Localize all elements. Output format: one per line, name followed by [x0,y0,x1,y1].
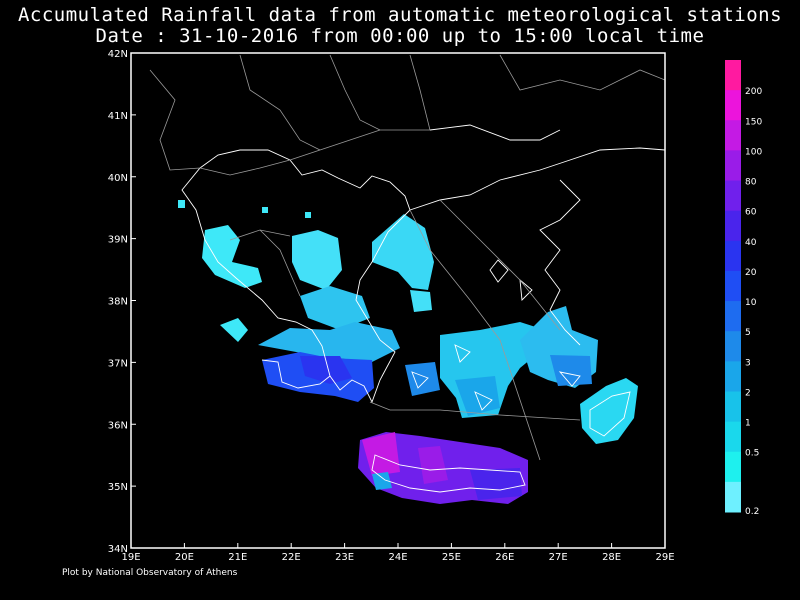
colorbar-swatch [725,210,741,242]
colorbar-swatch [725,180,741,212]
colorbar-label: 5 [745,328,751,338]
lat-tick-label: 41N [108,111,128,122]
lon-tick-label: 26E [495,552,514,563]
colorbar-label: 200 [745,87,762,97]
lon-axis: 19E 20E 21E 22E 23E 24E 25E 26E 27E 28E 29E [121,543,675,563]
lon-tick-label: 27E [549,552,568,563]
colorbar-label: 20 [745,268,757,278]
colorbar-swatch [725,150,741,182]
lat-tick-label: 34N [108,544,128,555]
colorbar-swatch [725,421,741,453]
lon-tick-label: 19E [121,552,140,563]
colorbar-swatch [725,90,741,121]
rain-patch-west-peloponnese [258,322,400,362]
colorbar-swatch [725,361,741,392]
coastlines [181,124,665,493]
colorbar-label: 80 [745,178,757,188]
colorbar-label: 2 [745,388,751,398]
colorbar-label: 60 [745,208,757,218]
map-title-line1: Accumulated Rainfall data from automatic… [17,4,783,26]
lon-tick-label: 21E [228,552,247,563]
colorbar-swatch [725,270,741,302]
colorbar-swatch [725,60,741,91]
colorbar-label: 1 [745,419,751,429]
colorbar-label: 0.2 [745,507,759,517]
lat-tick-label: 37N [108,358,128,369]
map-title-line2: Date : 31-10-2016 from 00:00 up to 15:00… [95,25,705,47]
rain-patch-north-aegean [372,214,434,290]
colorbar-swatch [725,391,741,423]
lat-tick-label: 40N [108,173,128,184]
lat-tick-label: 36N [108,420,128,431]
lat-axis: 34N 35N 36N 37N 38N 39N 40N 41N 42N [108,49,136,555]
rainfall-field [178,200,638,504]
rain-patch-epirus [202,225,262,288]
lat-tick-label: 39N [108,235,128,246]
credit-text: Plot by National Observatory of Athens [62,568,238,578]
lon-tick-label: 22E [282,552,301,563]
lon-tick-label: 23E [335,552,354,563]
lon-tick-label: 29E [655,552,674,563]
colorbar-label: 3 [745,358,751,368]
rain-patch-rhodes [580,378,638,444]
lat-tick-label: 38N [108,297,128,308]
colorbar-label: 10 [745,298,757,308]
colorbar-label: 40 [745,238,757,248]
colorbar-label: 0.5 [745,449,759,459]
colorbar-swatch [725,481,741,513]
colorbar-label: 100 [745,147,762,157]
colorbar-legend: 0.2 0.5 1 2 3 5 10 20 40 60 80 100 150 200 [725,60,762,517]
colorbar-swatch [725,301,741,332]
lon-tick-label: 28E [602,552,621,563]
lon-tick-label: 24E [388,552,407,563]
borders [149,54,665,461]
colorbar-label: 150 [745,117,762,127]
colorbar-swatch [725,451,741,483]
lon-tick-label: 20E [175,552,194,563]
rain-patch-central-greece [300,286,370,330]
colorbar-swatch [725,331,741,362]
colorbar-swatch [725,120,741,151]
colorbar-swatch [725,240,741,272]
rain-patch-thessaly [292,230,342,290]
lon-tick-label: 25E [442,552,461,563]
lat-tick-label: 35N [108,482,128,493]
lat-tick-label: 42N [108,49,128,60]
